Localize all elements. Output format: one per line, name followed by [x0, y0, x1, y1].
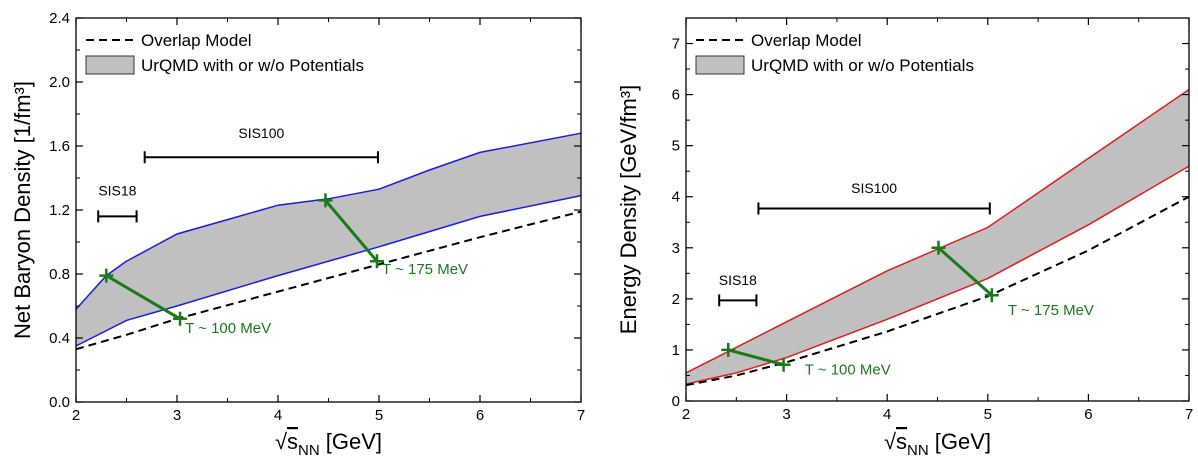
accelerator-range-bar [718, 294, 758, 307]
y-tick-label: 0.4 [49, 330, 70, 347]
x-tick-label: 3 [782, 406, 790, 423]
temperature-annotation: T ~ 100 MeV [185, 320, 271, 337]
legend-overlap-label: Overlap Model [751, 31, 862, 50]
legend-band-swatch [695, 55, 745, 75]
band-lower-edge [685, 165, 1190, 385]
x-axis-label-unit: [GeV] [320, 429, 382, 454]
temperature-annotation: T ~ 175 MeV [1008, 302, 1094, 319]
accelerator-range-label: SIS18 [719, 272, 757, 288]
y-tick-label: 2.4 [49, 10, 70, 27]
y-axis-label: Energy Density [GeV/fm³] [616, 85, 641, 334]
data-point-marker [721, 342, 736, 357]
data-point-marker [99, 268, 114, 283]
x-tick-label: 5 [375, 407, 383, 424]
urqmd-band [686, 89, 1189, 385]
y-tick-label: 4 [672, 189, 680, 206]
legend-overlap-label: Overlap Model [141, 31, 252, 50]
x-tick-label: 2 [682, 406, 690, 423]
y-tick-label: 3 [672, 240, 680, 257]
x-axis-label-unit: [GeV] [929, 429, 991, 454]
y-tick-label: 0.0 [49, 394, 70, 411]
x-axis-label-root: √ [275, 429, 288, 454]
accelerator-range-bar [97, 210, 138, 223]
data-point-marker [369, 254, 384, 269]
accelerator-range-label: SIS18 [98, 183, 136, 199]
data-point-marker [776, 357, 791, 372]
y-tick-label: 1.2 [49, 202, 70, 219]
temperature-annotation: T ~ 175 MeV [382, 261, 468, 278]
legend-band-label: UrQMD with or w/o Potentials [141, 56, 364, 75]
x-tick-label: 7 [1185, 406, 1193, 423]
x-axis-label-base: s [896, 429, 907, 454]
temperature-segment [937, 246, 993, 297]
x-axis-label-base: s [287, 429, 298, 454]
accelerator-range-bar [757, 202, 991, 215]
urqmd-band [76, 133, 581, 346]
legend-band-label: UrQMD with or w/o Potentials [751, 56, 974, 75]
data-point-marker [984, 288, 999, 303]
y-tick-label: 6 [672, 87, 680, 104]
x-tick-label: 3 [173, 407, 181, 424]
x-tick-label: 4 [274, 407, 282, 424]
temperature-segment [727, 348, 784, 367]
y-tick-label: 1.6 [49, 138, 70, 155]
y-tick-label: 2 [672, 291, 680, 308]
temperature-annotation: T ~ 100 MeV [805, 361, 891, 378]
y-tick-label: 1 [672, 342, 680, 359]
data-point-marker [173, 311, 188, 326]
accelerator-range-label: SIS100 [238, 125, 284, 141]
energy-density-chart: T ~ 100 MeV T ~ 175 MeV SIS18 SIS100 2 3 4 5 6 7 0… [616, 17, 1193, 459]
legend-band-swatch [85, 55, 135, 75]
accelerator-range-bar [143, 151, 379, 164]
x-tick-label: 6 [476, 407, 484, 424]
net-baryon-density-chart: T ~ 100 MeV T ~ 175 MeV SIS18 SIS100 2 3 4 5 6 7 0… [10, 10, 585, 459]
y-tick-label: 2.0 [49, 74, 70, 91]
x-axis-label: √sNN [GeV] [275, 429, 382, 459]
overlap-model-line [75, 210, 582, 351]
x-tick-label: 2 [72, 407, 80, 424]
x-tick-label: 6 [1084, 406, 1092, 423]
x-tick-label: 4 [883, 406, 891, 423]
x-axis-label-sub: NN [907, 442, 929, 459]
x-tick-label: 7 [577, 407, 585, 424]
band-upper-edge [75, 132, 582, 310]
y-tick-label: 0.8 [49, 266, 70, 283]
data-point-marker [318, 193, 333, 208]
x-axis-label-root: √ [884, 429, 897, 454]
accelerator-range-label: SIS100 [851, 180, 897, 196]
x-axis-label-sub: NN [298, 442, 320, 459]
data-point-marker [931, 240, 946, 255]
x-tick-label: 5 [984, 406, 992, 423]
y-tick-label: 7 [672, 36, 680, 53]
y-tick-label: 0 [672, 393, 680, 410]
band-upper-edge [685, 88, 1190, 374]
temperature-segment [324, 199, 379, 263]
x-axis-label: √sNN [GeV] [884, 429, 991, 459]
y-axis-label: Net Baryon Density [1/fm³] [10, 81, 35, 339]
y-tick-label: 5 [672, 138, 680, 155]
band-lower-edge [75, 194, 582, 347]
temperature-segment [105, 274, 181, 321]
overlap-model-line [685, 195, 1190, 387]
